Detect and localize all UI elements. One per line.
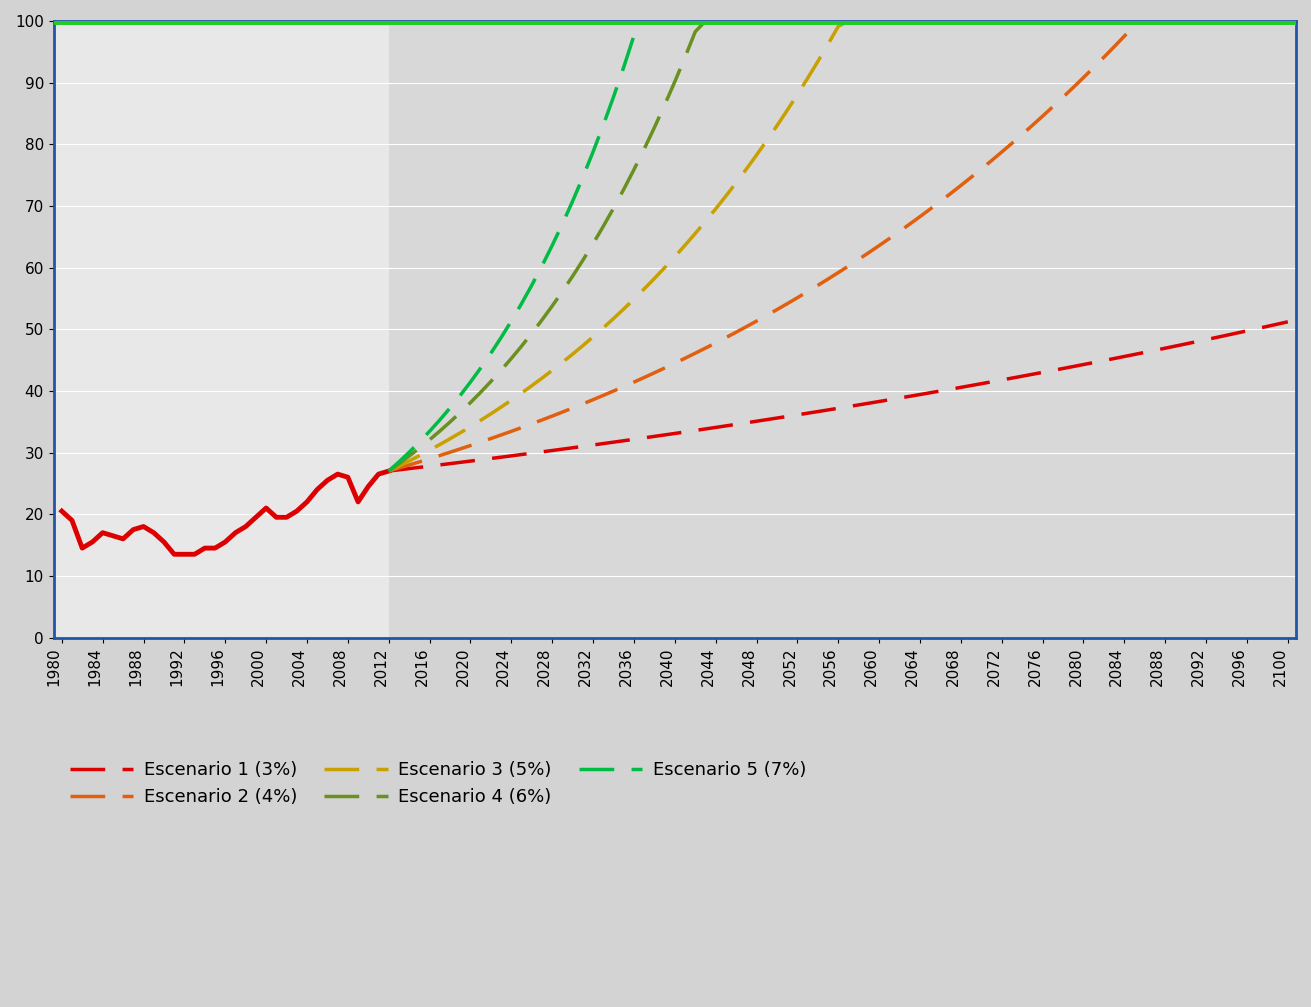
Bar	[51, 21, 389, 637]
Legend: Escenario 1 (3%), Escenario 2 (4%), Escenario 3 (5%), Escenario 4 (6%), Escenari: Escenario 1 (3%), Escenario 2 (4%), Esce…	[63, 754, 813, 814]
